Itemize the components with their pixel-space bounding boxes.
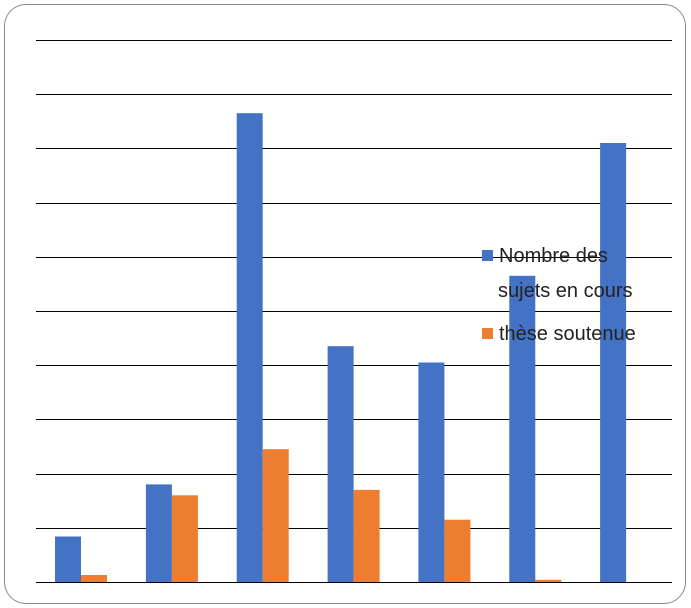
bars	[55, 113, 627, 582]
bar-series-1-group-1	[55, 536, 81, 582]
legend-label-series-2: thèse soutenue	[499, 323, 636, 345]
bar-series-2-group-3	[262, 449, 289, 582]
bar-series-1-group-6	[509, 275, 536, 582]
bar-series-2-group-1	[81, 575, 107, 582]
bar-series-1-group-2	[145, 484, 172, 582]
bar-series-2-group-6	[535, 579, 562, 582]
legend-label-series-1-line-1: Nombre des	[499, 245, 608, 267]
legend-swatch-nombre-des-sujets	[482, 250, 493, 261]
legend-swatch-these-soutenue	[482, 328, 493, 339]
bar-series-2-group-4	[353, 489, 380, 582]
bar-series-1-group-5	[418, 362, 445, 582]
bar-series-1-group-4	[327, 346, 354, 582]
legend: Nombre des sujets en cours thèse soutenu…	[482, 245, 636, 345]
bar-series-1-group-3	[236, 113, 263, 582]
bar-series-2-group-2	[171, 495, 198, 582]
gridlines	[36, 40, 672, 529]
bar-series-1-group-7	[600, 143, 627, 582]
bar-series-2-group-5	[444, 519, 471, 582]
legend-label-series-1-line-2: sujets en cours	[498, 280, 633, 302]
